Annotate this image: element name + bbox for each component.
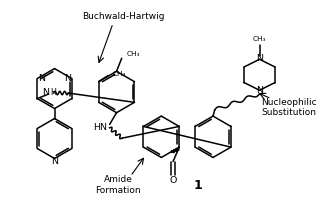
Text: N: N xyxy=(42,88,49,97)
Text: N: N xyxy=(64,74,71,83)
Text: CH₃: CH₃ xyxy=(126,51,140,57)
Text: N: N xyxy=(51,157,58,166)
Text: HN: HN xyxy=(94,123,108,132)
Text: CH₃: CH₃ xyxy=(113,71,127,77)
Text: CH₃: CH₃ xyxy=(253,36,266,42)
Text: H: H xyxy=(50,88,56,97)
Text: Buchwald-Hartwig: Buchwald-Hartwig xyxy=(82,12,165,21)
Text: O: O xyxy=(169,176,177,185)
Text: Amide
Formation: Amide Formation xyxy=(96,175,141,195)
Text: 1: 1 xyxy=(193,178,202,192)
Text: Nucleophilic
Substitution: Nucleophilic Substitution xyxy=(261,98,317,117)
Text: N: N xyxy=(256,86,263,95)
Text: N: N xyxy=(38,74,45,83)
Text: N: N xyxy=(256,54,263,63)
